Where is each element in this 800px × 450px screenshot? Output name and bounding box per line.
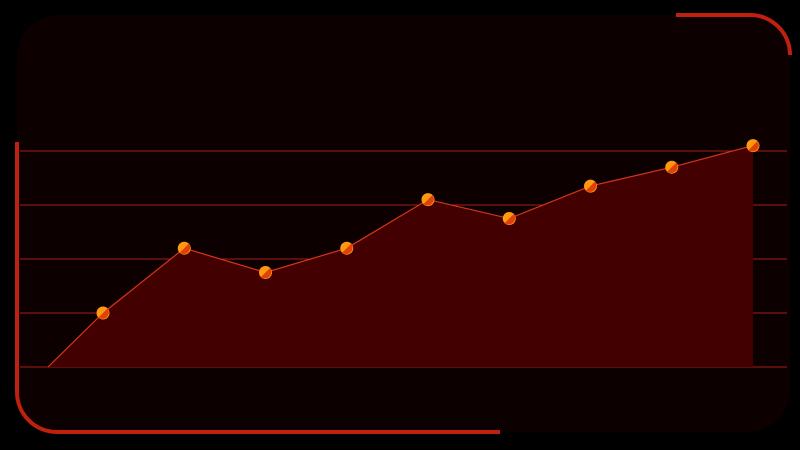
data-point	[259, 266, 272, 279]
area-fill	[48, 145, 753, 367]
data-point	[96, 306, 110, 320]
data-point	[584, 179, 597, 193]
data-point	[177, 241, 191, 255]
data-point	[421, 193, 435, 207]
series-line	[47, 145, 754, 368]
data-point	[746, 139, 760, 153]
data-point	[340, 241, 354, 255]
frame-accent-top-right	[676, 13, 792, 56]
markers	[96, 139, 760, 320]
data-point	[502, 212, 516, 225]
data-point	[665, 160, 679, 174]
frame-accent-bottom-left	[15, 142, 500, 434]
